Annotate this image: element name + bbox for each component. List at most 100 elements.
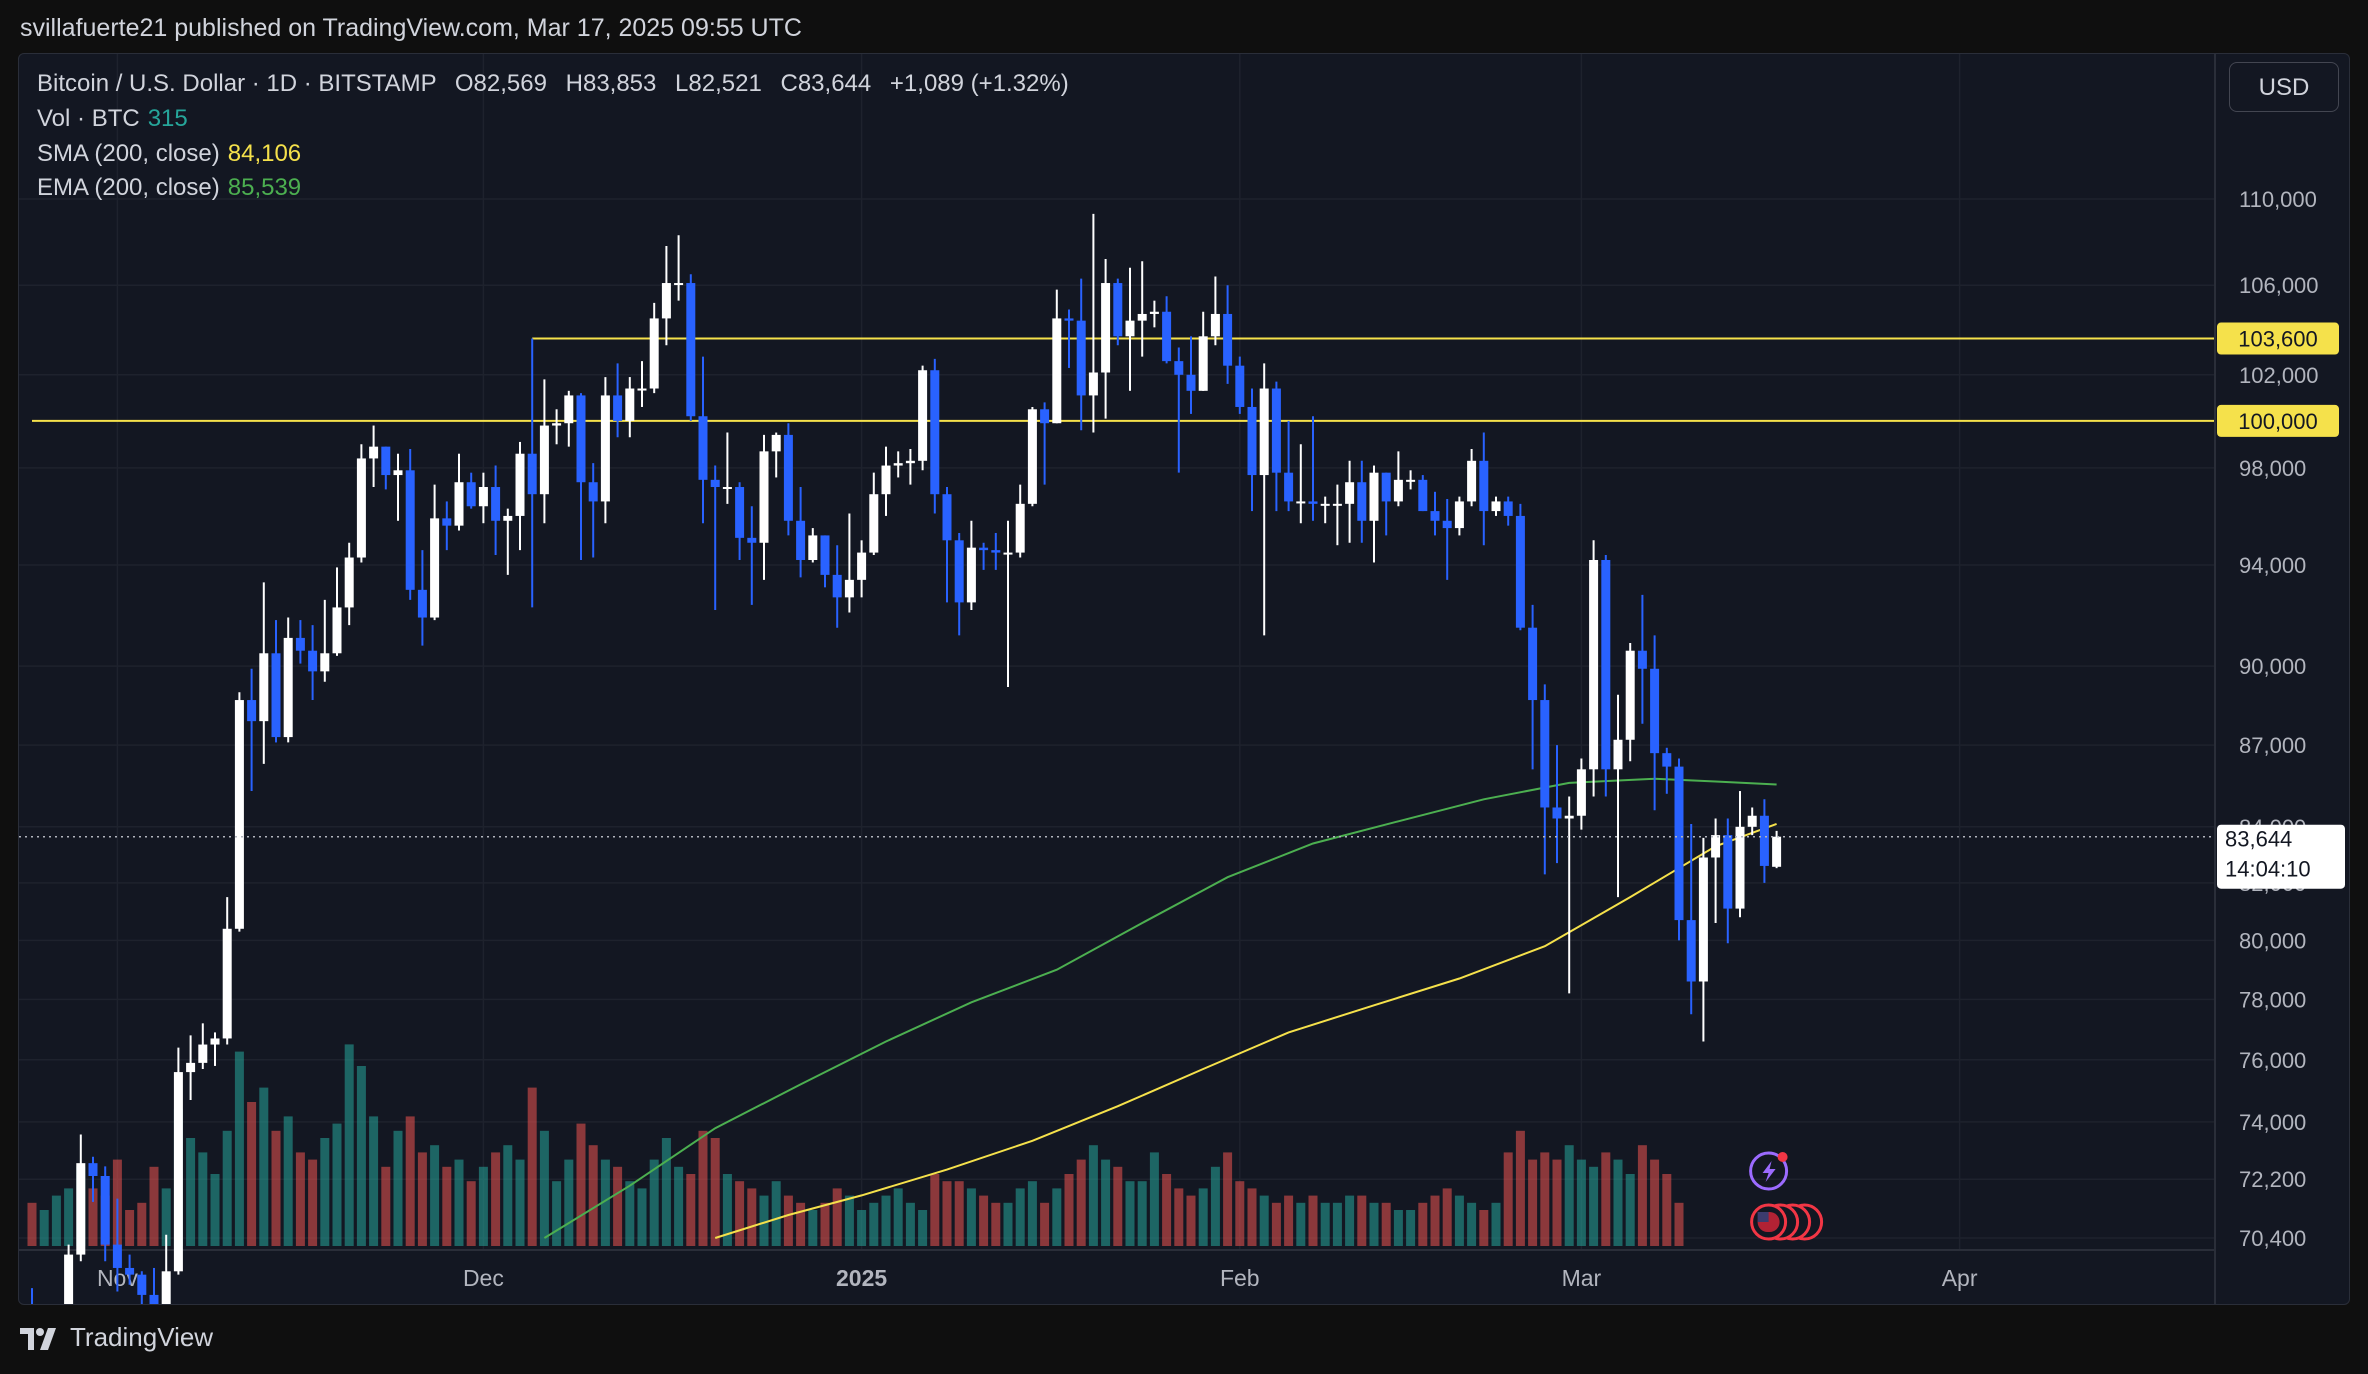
volume-legend[interactable]: Vol · BTC 315 xyxy=(37,105,188,133)
candle-body[interactable] xyxy=(918,370,928,461)
candle-body[interactable] xyxy=(1564,815,1574,819)
candle-body[interactable] xyxy=(600,395,610,502)
candle-body[interactable] xyxy=(954,540,964,603)
candle-body[interactable] xyxy=(1040,409,1050,424)
candle-body[interactable] xyxy=(491,487,501,521)
candle-body[interactable] xyxy=(1003,552,1013,555)
candle-body[interactable] xyxy=(576,395,586,483)
candle-body[interactable] xyxy=(625,388,635,421)
candle-body[interactable] xyxy=(1174,361,1184,375)
candle-body[interactable] xyxy=(1698,857,1708,982)
candle-body[interactable] xyxy=(1393,479,1403,502)
candle-body[interactable] xyxy=(1088,372,1098,396)
candle-body[interactable] xyxy=(64,1254,74,1304)
candle-body[interactable] xyxy=(942,494,952,541)
volume-label[interactable]: Vol · BTC xyxy=(37,105,140,132)
candle-body[interactable] xyxy=(381,446,391,476)
candle-body[interactable] xyxy=(1442,520,1452,529)
candle-body[interactable] xyxy=(186,1062,196,1073)
candle-body[interactable] xyxy=(735,487,745,538)
candle-body[interactable] xyxy=(857,552,867,580)
candle-body[interactable] xyxy=(1772,836,1782,867)
candle-body[interactable] xyxy=(198,1044,208,1063)
candle-body[interactable] xyxy=(76,1163,86,1255)
candle-body[interactable] xyxy=(1345,482,1355,504)
candle-body[interactable] xyxy=(747,537,757,543)
candle-body[interactable] xyxy=(247,700,257,722)
candle-body[interactable] xyxy=(1467,460,1477,502)
candle-body[interactable] xyxy=(722,487,732,490)
candle-body[interactable] xyxy=(1064,318,1074,321)
candle-body[interactable] xyxy=(369,446,379,459)
candle-body[interactable] xyxy=(430,518,440,618)
candle-body[interactable] xyxy=(1650,668,1660,754)
candle-body[interactable] xyxy=(161,1271,171,1304)
candle-body[interactable] xyxy=(1613,739,1623,770)
candle-body[interactable] xyxy=(1406,479,1416,482)
chart-canvas[interactable]: 70,40072,20074,00076,00078,00080,00082,0… xyxy=(19,54,2349,1304)
symbol-name[interactable]: Bitcoin / U.S. Dollar · 1D · BITSTAMP xyxy=(37,70,437,97)
symbol-legend[interactable]: Bitcoin / U.S. Dollar · 1D · BITSTAMP O8… xyxy=(37,70,1069,98)
candle-body[interactable] xyxy=(1515,515,1525,628)
candle-body[interactable] xyxy=(1747,815,1757,827)
candle-body[interactable] xyxy=(893,463,903,466)
candle-body[interactable] xyxy=(564,395,574,424)
candle-body[interactable] xyxy=(1381,472,1391,502)
candle-body[interactable] xyxy=(295,637,305,651)
lightning-event-icon[interactable] xyxy=(1749,1151,1789,1191)
candle-body[interactable] xyxy=(783,434,793,521)
candle-body[interactable] xyxy=(637,388,647,391)
candle-body[interactable] xyxy=(1296,501,1306,504)
candle-body[interactable] xyxy=(1589,559,1599,770)
candle-body[interactable] xyxy=(503,515,513,521)
chart-panel[interactable]: 70,40072,20074,00076,00078,00080,00082,0… xyxy=(18,53,2350,1305)
ema-legend[interactable]: EMA (200, close) 85,539 xyxy=(37,174,301,202)
candle-body[interactable] xyxy=(1674,766,1684,921)
candle-body[interactable] xyxy=(1503,501,1513,516)
candle-body[interactable] xyxy=(1418,479,1428,512)
candle-body[interactable] xyxy=(552,423,562,426)
candle-body[interactable] xyxy=(1552,807,1562,819)
candle-body[interactable] xyxy=(1210,313,1220,337)
candle-body[interactable] xyxy=(1284,472,1294,502)
candle-body[interactable] xyxy=(698,416,708,480)
candle-body[interactable] xyxy=(1125,320,1135,337)
candle-body[interactable] xyxy=(869,494,879,553)
candle-body[interactable] xyxy=(88,1163,98,1177)
candle-body[interactable] xyxy=(210,1038,220,1045)
candle-body[interactable] xyxy=(1198,336,1208,391)
candle-body[interactable] xyxy=(308,650,318,672)
candle-body[interactable] xyxy=(1052,318,1062,424)
candle-body[interactable] xyxy=(1454,501,1464,529)
candle-body[interactable] xyxy=(613,395,623,421)
candle-body[interactable] xyxy=(1137,313,1147,321)
candle-body[interactable] xyxy=(1149,311,1159,314)
candle-body[interactable] xyxy=(259,653,269,722)
candle-body[interactable] xyxy=(1735,826,1745,909)
candle-body[interactable] xyxy=(1625,650,1635,740)
candle-body[interactable] xyxy=(417,589,427,618)
candle-body[interactable] xyxy=(844,579,854,598)
candle-body[interactable] xyxy=(271,653,281,738)
candle-body[interactable] xyxy=(1357,482,1367,521)
candle-body[interactable] xyxy=(1430,511,1440,521)
candle-body[interactable] xyxy=(1369,472,1379,521)
candle-body[interactable] xyxy=(661,283,671,319)
candle-body[interactable] xyxy=(466,482,476,507)
candle-body[interactable] xyxy=(222,928,232,1039)
candle-body[interactable] xyxy=(1662,753,1672,767)
candle-body[interactable] xyxy=(649,318,659,389)
candle-body[interactable] xyxy=(149,1294,159,1304)
candle-body[interactable] xyxy=(832,574,842,598)
candle-body[interactable] xyxy=(112,1244,122,1268)
candle-body[interactable] xyxy=(125,1267,135,1275)
candle-body[interactable] xyxy=(234,700,244,929)
candle-body[interactable] xyxy=(100,1176,110,1245)
candle-body[interactable] xyxy=(808,535,818,560)
candle-body[interactable] xyxy=(527,453,537,495)
candle-body[interactable] xyxy=(979,547,989,551)
candle-body[interactable] xyxy=(1491,501,1501,512)
candle-body[interactable] xyxy=(1320,503,1330,506)
sma-label[interactable]: SMA (200, close) xyxy=(37,140,220,167)
candle-body[interactable] xyxy=(1308,501,1318,504)
